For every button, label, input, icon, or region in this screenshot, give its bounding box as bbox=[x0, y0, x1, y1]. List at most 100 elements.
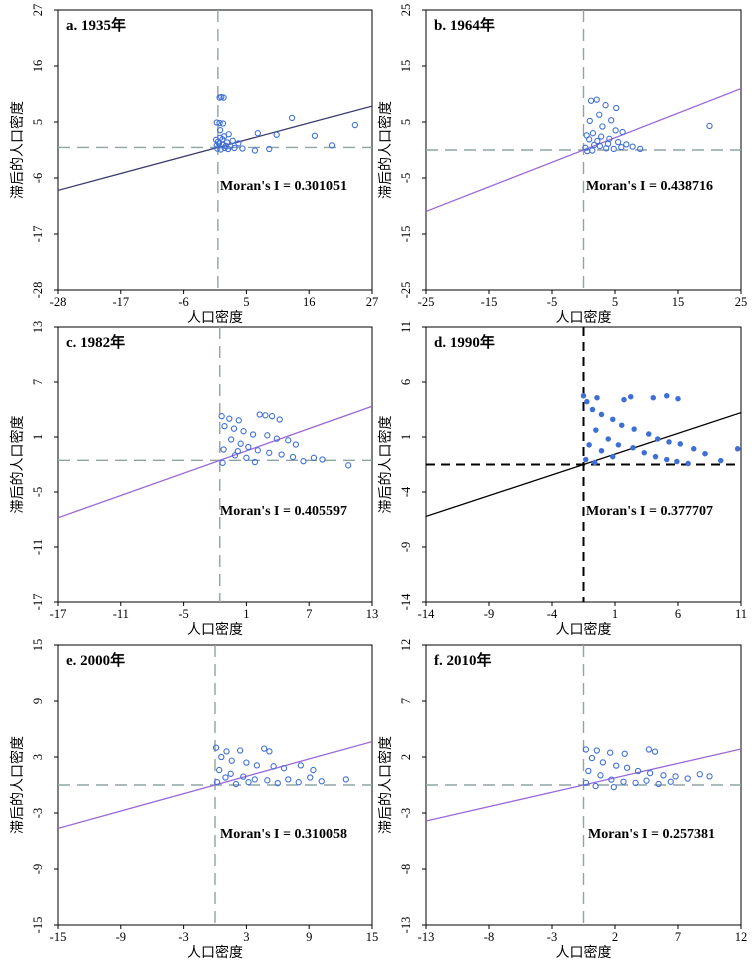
x-tick-label: 6 bbox=[675, 607, 681, 621]
data-point bbox=[607, 749, 614, 756]
data-point bbox=[591, 141, 598, 149]
y-tick-label: -8 bbox=[399, 864, 413, 874]
y-tick-label: 13 bbox=[31, 321, 45, 334]
data-point bbox=[623, 764, 631, 771]
x-axis-label: 人口密度 bbox=[556, 309, 612, 326]
data-point bbox=[266, 449, 273, 456]
data-point bbox=[630, 445, 636, 451]
data-point bbox=[631, 426, 637, 432]
x-tick-label: 2 bbox=[612, 930, 618, 944]
y-tick-label: 7 bbox=[399, 698, 413, 704]
data-point bbox=[300, 458, 307, 465]
data-point bbox=[223, 748, 230, 755]
data-point bbox=[654, 436, 661, 442]
regression-line bbox=[58, 405, 372, 519]
data-point bbox=[221, 423, 228, 430]
panel-title: e. 2000年 bbox=[66, 651, 125, 669]
x-tick-label: -4 bbox=[547, 607, 558, 621]
data-point bbox=[593, 96, 600, 103]
data-point bbox=[608, 776, 615, 783]
data-point bbox=[609, 416, 616, 423]
data-point bbox=[253, 762, 261, 769]
data-point bbox=[216, 126, 224, 134]
regression-line bbox=[426, 411, 741, 518]
y-tick-label: 12 bbox=[399, 639, 413, 652]
data-point bbox=[582, 144, 589, 151]
data-point bbox=[285, 776, 292, 783]
data-point bbox=[266, 748, 273, 755]
data-point bbox=[342, 776, 349, 783]
data-point bbox=[717, 457, 724, 464]
data-point bbox=[618, 144, 625, 151]
data-point bbox=[230, 425, 238, 432]
data-point bbox=[619, 128, 626, 136]
data-point bbox=[582, 779, 590, 786]
y-tick-label: 3 bbox=[31, 754, 45, 760]
data-point bbox=[685, 460, 691, 467]
x-tick-label: -3 bbox=[547, 930, 557, 944]
data-point bbox=[604, 140, 612, 147]
data-point bbox=[245, 443, 252, 451]
data-point bbox=[251, 776, 258, 783]
data-point bbox=[645, 431, 652, 437]
data-point bbox=[702, 450, 708, 457]
data-point bbox=[318, 778, 325, 785]
data-point bbox=[226, 415, 233, 422]
plot-content bbox=[426, 746, 741, 822]
data-point bbox=[276, 416, 283, 423]
x-tick-label: -6 bbox=[178, 295, 188, 309]
y-axis-label: 滞后的人口密度 bbox=[9, 101, 26, 199]
data-point bbox=[615, 139, 622, 146]
data-point bbox=[273, 435, 280, 442]
data-point bbox=[285, 437, 292, 444]
data-point bbox=[663, 456, 670, 463]
data-point bbox=[266, 145, 273, 153]
data-point bbox=[307, 774, 314, 781]
y-tick-label: -15 bbox=[399, 226, 413, 243]
data-point bbox=[218, 413, 225, 420]
data-point bbox=[262, 412, 269, 419]
data-point bbox=[666, 439, 672, 445]
data-point bbox=[621, 396, 627, 403]
data-point bbox=[593, 747, 600, 754]
data-point bbox=[655, 780, 662, 788]
data-point bbox=[268, 413, 276, 420]
data-point bbox=[351, 121, 359, 129]
panel-title: d. 1990年 bbox=[434, 333, 495, 351]
plot-content bbox=[426, 87, 741, 213]
data-point bbox=[311, 132, 319, 139]
data-point bbox=[586, 442, 592, 448]
data-point bbox=[582, 746, 590, 753]
data-point bbox=[608, 117, 615, 124]
data-point bbox=[597, 133, 605, 140]
data-point bbox=[273, 131, 280, 138]
data-point bbox=[652, 453, 659, 460]
y-tick-label: -28 bbox=[31, 282, 45, 299]
panel-title: f. 2010年 bbox=[434, 651, 492, 669]
data-point bbox=[232, 780, 240, 788]
data-point bbox=[229, 137, 236, 144]
y-tick-label: -5 bbox=[399, 173, 413, 183]
y-tick-label: -13 bbox=[399, 917, 413, 934]
x-tick-label: 5 bbox=[243, 295, 249, 309]
y-tick-label: -17 bbox=[31, 594, 45, 611]
data-point bbox=[674, 458, 680, 465]
y-axis-label: 滞后的人口密度 bbox=[377, 416, 394, 514]
data-point bbox=[216, 119, 223, 127]
x-tick-label: 7 bbox=[306, 607, 312, 621]
data-point bbox=[586, 117, 593, 125]
y-tick-label: -25 bbox=[399, 282, 413, 299]
panel-title: b. 1964年 bbox=[434, 16, 495, 34]
y-tick-label: -9 bbox=[31, 864, 45, 874]
data-point bbox=[243, 759, 250, 766]
data-point bbox=[588, 754, 596, 762]
data-point bbox=[219, 459, 226, 466]
moran-annotation: Moran's I = 0.377707 bbox=[586, 504, 713, 519]
data-point bbox=[240, 773, 247, 780]
data-point bbox=[261, 745, 268, 752]
data-point bbox=[228, 436, 235, 443]
data-point bbox=[591, 459, 598, 466]
data-point bbox=[243, 454, 250, 461]
x-tick-label: 12 bbox=[735, 930, 748, 944]
data-point bbox=[593, 427, 599, 433]
